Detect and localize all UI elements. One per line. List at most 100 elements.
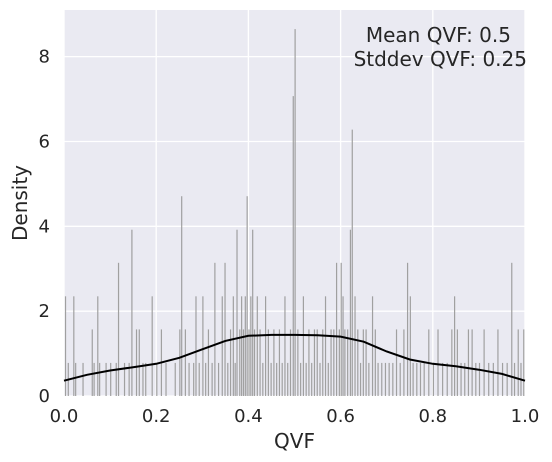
histogram-bar bbox=[365, 329, 367, 396]
histogram-bar bbox=[305, 362, 307, 396]
histogram-bar bbox=[91, 329, 93, 396]
histogram-bar bbox=[244, 296, 246, 396]
histogram-bar bbox=[297, 329, 299, 396]
histogram-bar bbox=[232, 296, 234, 396]
histogram-bar bbox=[217, 362, 220, 396]
histogram-bar bbox=[93, 362, 95, 396]
histogram-bar bbox=[281, 362, 283, 396]
histogram-bar bbox=[357, 329, 359, 396]
histogram-bar bbox=[234, 362, 236, 396]
histogram-bar bbox=[105, 362, 107, 396]
histogram-bar bbox=[419, 362, 422, 396]
histogram-bar bbox=[471, 329, 473, 396]
histogram-bar bbox=[423, 362, 425, 396]
histogram-bar bbox=[273, 329, 275, 396]
mean-annotation: Mean QVF: 0.5 bbox=[366, 23, 511, 47]
histogram-bar bbox=[513, 362, 516, 396]
histogram-bar bbox=[523, 329, 525, 396]
histogram-bar bbox=[294, 29, 296, 396]
histogram-bar bbox=[264, 296, 267, 396]
histogram-bar bbox=[492, 362, 494, 396]
histogram-bar bbox=[248, 329, 250, 396]
histogram-bar bbox=[377, 362, 379, 396]
histogram-bar bbox=[138, 329, 140, 396]
histogram-bar bbox=[432, 362, 434, 396]
histogram-bar bbox=[227, 362, 229, 396]
histogram-bar bbox=[284, 296, 286, 396]
histogram-bar bbox=[135, 329, 138, 396]
x-tick-label: 0.0 bbox=[50, 406, 79, 427]
histogram-bar bbox=[131, 229, 133, 396]
histogram-bar bbox=[278, 329, 281, 396]
histogram-bar bbox=[384, 362, 387, 396]
histogram-bar bbox=[270, 362, 272, 396]
stddev-annotation: Stddev QVF: 0.25 bbox=[354, 47, 527, 71]
histogram-bar bbox=[335, 262, 338, 396]
x-tick-label: 1.0 bbox=[511, 406, 540, 427]
histogram-bar bbox=[311, 362, 313, 396]
y-tick-labels: 0 2 4 6 8 bbox=[39, 47, 50, 407]
y-tick-label: 8 bbox=[39, 47, 50, 68]
histogram-bar bbox=[224, 262, 226, 396]
histogram-bar bbox=[256, 296, 258, 396]
histogram-bar bbox=[198, 362, 200, 396]
histogram-bar bbox=[403, 329, 405, 396]
kde-curve bbox=[63, 333, 526, 382]
histogram-bar bbox=[319, 362, 321, 396]
histogram-bar bbox=[115, 362, 117, 396]
histogram-bar bbox=[399, 362, 401, 396]
x-axis-label: QVF bbox=[274, 429, 315, 453]
histogram-bar bbox=[322, 329, 324, 396]
histogram-bar bbox=[388, 362, 390, 396]
histogram-bar bbox=[252, 229, 254, 396]
histogram-bar bbox=[395, 329, 398, 396]
x-tick-label: 0.6 bbox=[326, 406, 355, 427]
histogram-bar bbox=[406, 262, 409, 396]
histogram-bar bbox=[302, 296, 304, 396]
histogram-bar bbox=[517, 329, 519, 396]
histogram-bar bbox=[437, 329, 439, 396]
histogram-bar bbox=[207, 329, 210, 396]
histogram-bar bbox=[511, 262, 513, 396]
histogram-bar bbox=[250, 296, 252, 396]
histogram-bar bbox=[292, 96, 294, 396]
histogram-bar bbox=[110, 362, 112, 396]
histogram-bar bbox=[142, 362, 144, 396]
histogram-bar bbox=[188, 362, 190, 396]
histogram-bar bbox=[184, 329, 186, 396]
x-tick-label: 0.2 bbox=[142, 406, 171, 427]
histogram-bar bbox=[456, 329, 458, 396]
histogram-bar bbox=[368, 362, 370, 396]
histogram-bar bbox=[214, 262, 216, 396]
histogram-bar bbox=[442, 362, 444, 396]
histogram-bar bbox=[300, 362, 302, 396]
histogram-bar bbox=[409, 296, 411, 396]
histogram-bar bbox=[475, 362, 477, 396]
histogram-bar bbox=[205, 362, 207, 396]
histogram-bar bbox=[156, 362, 158, 396]
histogram-bar bbox=[344, 329, 346, 396]
histogram-bar bbox=[483, 329, 485, 396]
histogram-bar bbox=[327, 362, 329, 396]
histogram-bar bbox=[276, 362, 278, 396]
histogram-bar bbox=[330, 329, 332, 396]
histogram-bar bbox=[221, 296, 223, 396]
histogram-bar bbox=[467, 329, 470, 396]
histogram-bar bbox=[181, 196, 183, 396]
histogram-bar bbox=[99, 362, 101, 396]
histogram-bar bbox=[97, 296, 99, 396]
x-tick-label: 0.8 bbox=[418, 406, 447, 427]
histogram-bar bbox=[73, 296, 75, 396]
histogram-bar bbox=[338, 329, 340, 396]
x-tick-label: 0.4 bbox=[234, 406, 263, 427]
histogram-bar bbox=[165, 362, 167, 396]
histogram-bar bbox=[333, 329, 335, 396]
histogram-bar bbox=[359, 362, 362, 396]
histogram-bar bbox=[242, 329, 245, 396]
histogram-bar bbox=[464, 362, 466, 396]
histogram-bar bbox=[349, 229, 352, 396]
histogram-bar bbox=[267, 329, 269, 396]
histogram-bar bbox=[145, 362, 147, 396]
histogram-bar bbox=[179, 329, 181, 396]
